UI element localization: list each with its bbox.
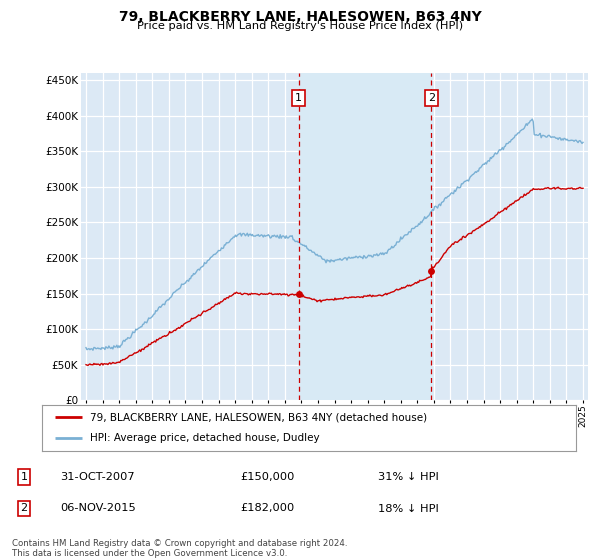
Bar <box>299 73 431 400</box>
Text: 31-OCT-2007: 31-OCT-2007 <box>60 472 134 482</box>
Text: 2: 2 <box>20 503 28 514</box>
Text: HPI: Average price, detached house, Dudley: HPI: Average price, detached house, Dudl… <box>90 433 320 444</box>
Text: 79, BLACKBERRY LANE, HALESOWEN, B63 4NY (detached house): 79, BLACKBERRY LANE, HALESOWEN, B63 4NY … <box>90 412 427 422</box>
Text: Contains HM Land Registry data © Crown copyright and database right 2024.
This d: Contains HM Land Registry data © Crown c… <box>12 539 347 558</box>
Text: 18% ↓ HPI: 18% ↓ HPI <box>378 503 439 514</box>
Text: 1: 1 <box>295 93 302 102</box>
Text: Price paid vs. HM Land Registry's House Price Index (HPI): Price paid vs. HM Land Registry's House … <box>137 21 463 31</box>
Text: 1: 1 <box>20 472 28 482</box>
Text: 79, BLACKBERRY LANE, HALESOWEN, B63 4NY: 79, BLACKBERRY LANE, HALESOWEN, B63 4NY <box>119 10 481 24</box>
Text: 2: 2 <box>428 93 435 102</box>
Text: £182,000: £182,000 <box>240 503 294 514</box>
Text: 31% ↓ HPI: 31% ↓ HPI <box>378 472 439 482</box>
Text: £150,000: £150,000 <box>240 472 295 482</box>
Text: 06-NOV-2015: 06-NOV-2015 <box>60 503 136 514</box>
